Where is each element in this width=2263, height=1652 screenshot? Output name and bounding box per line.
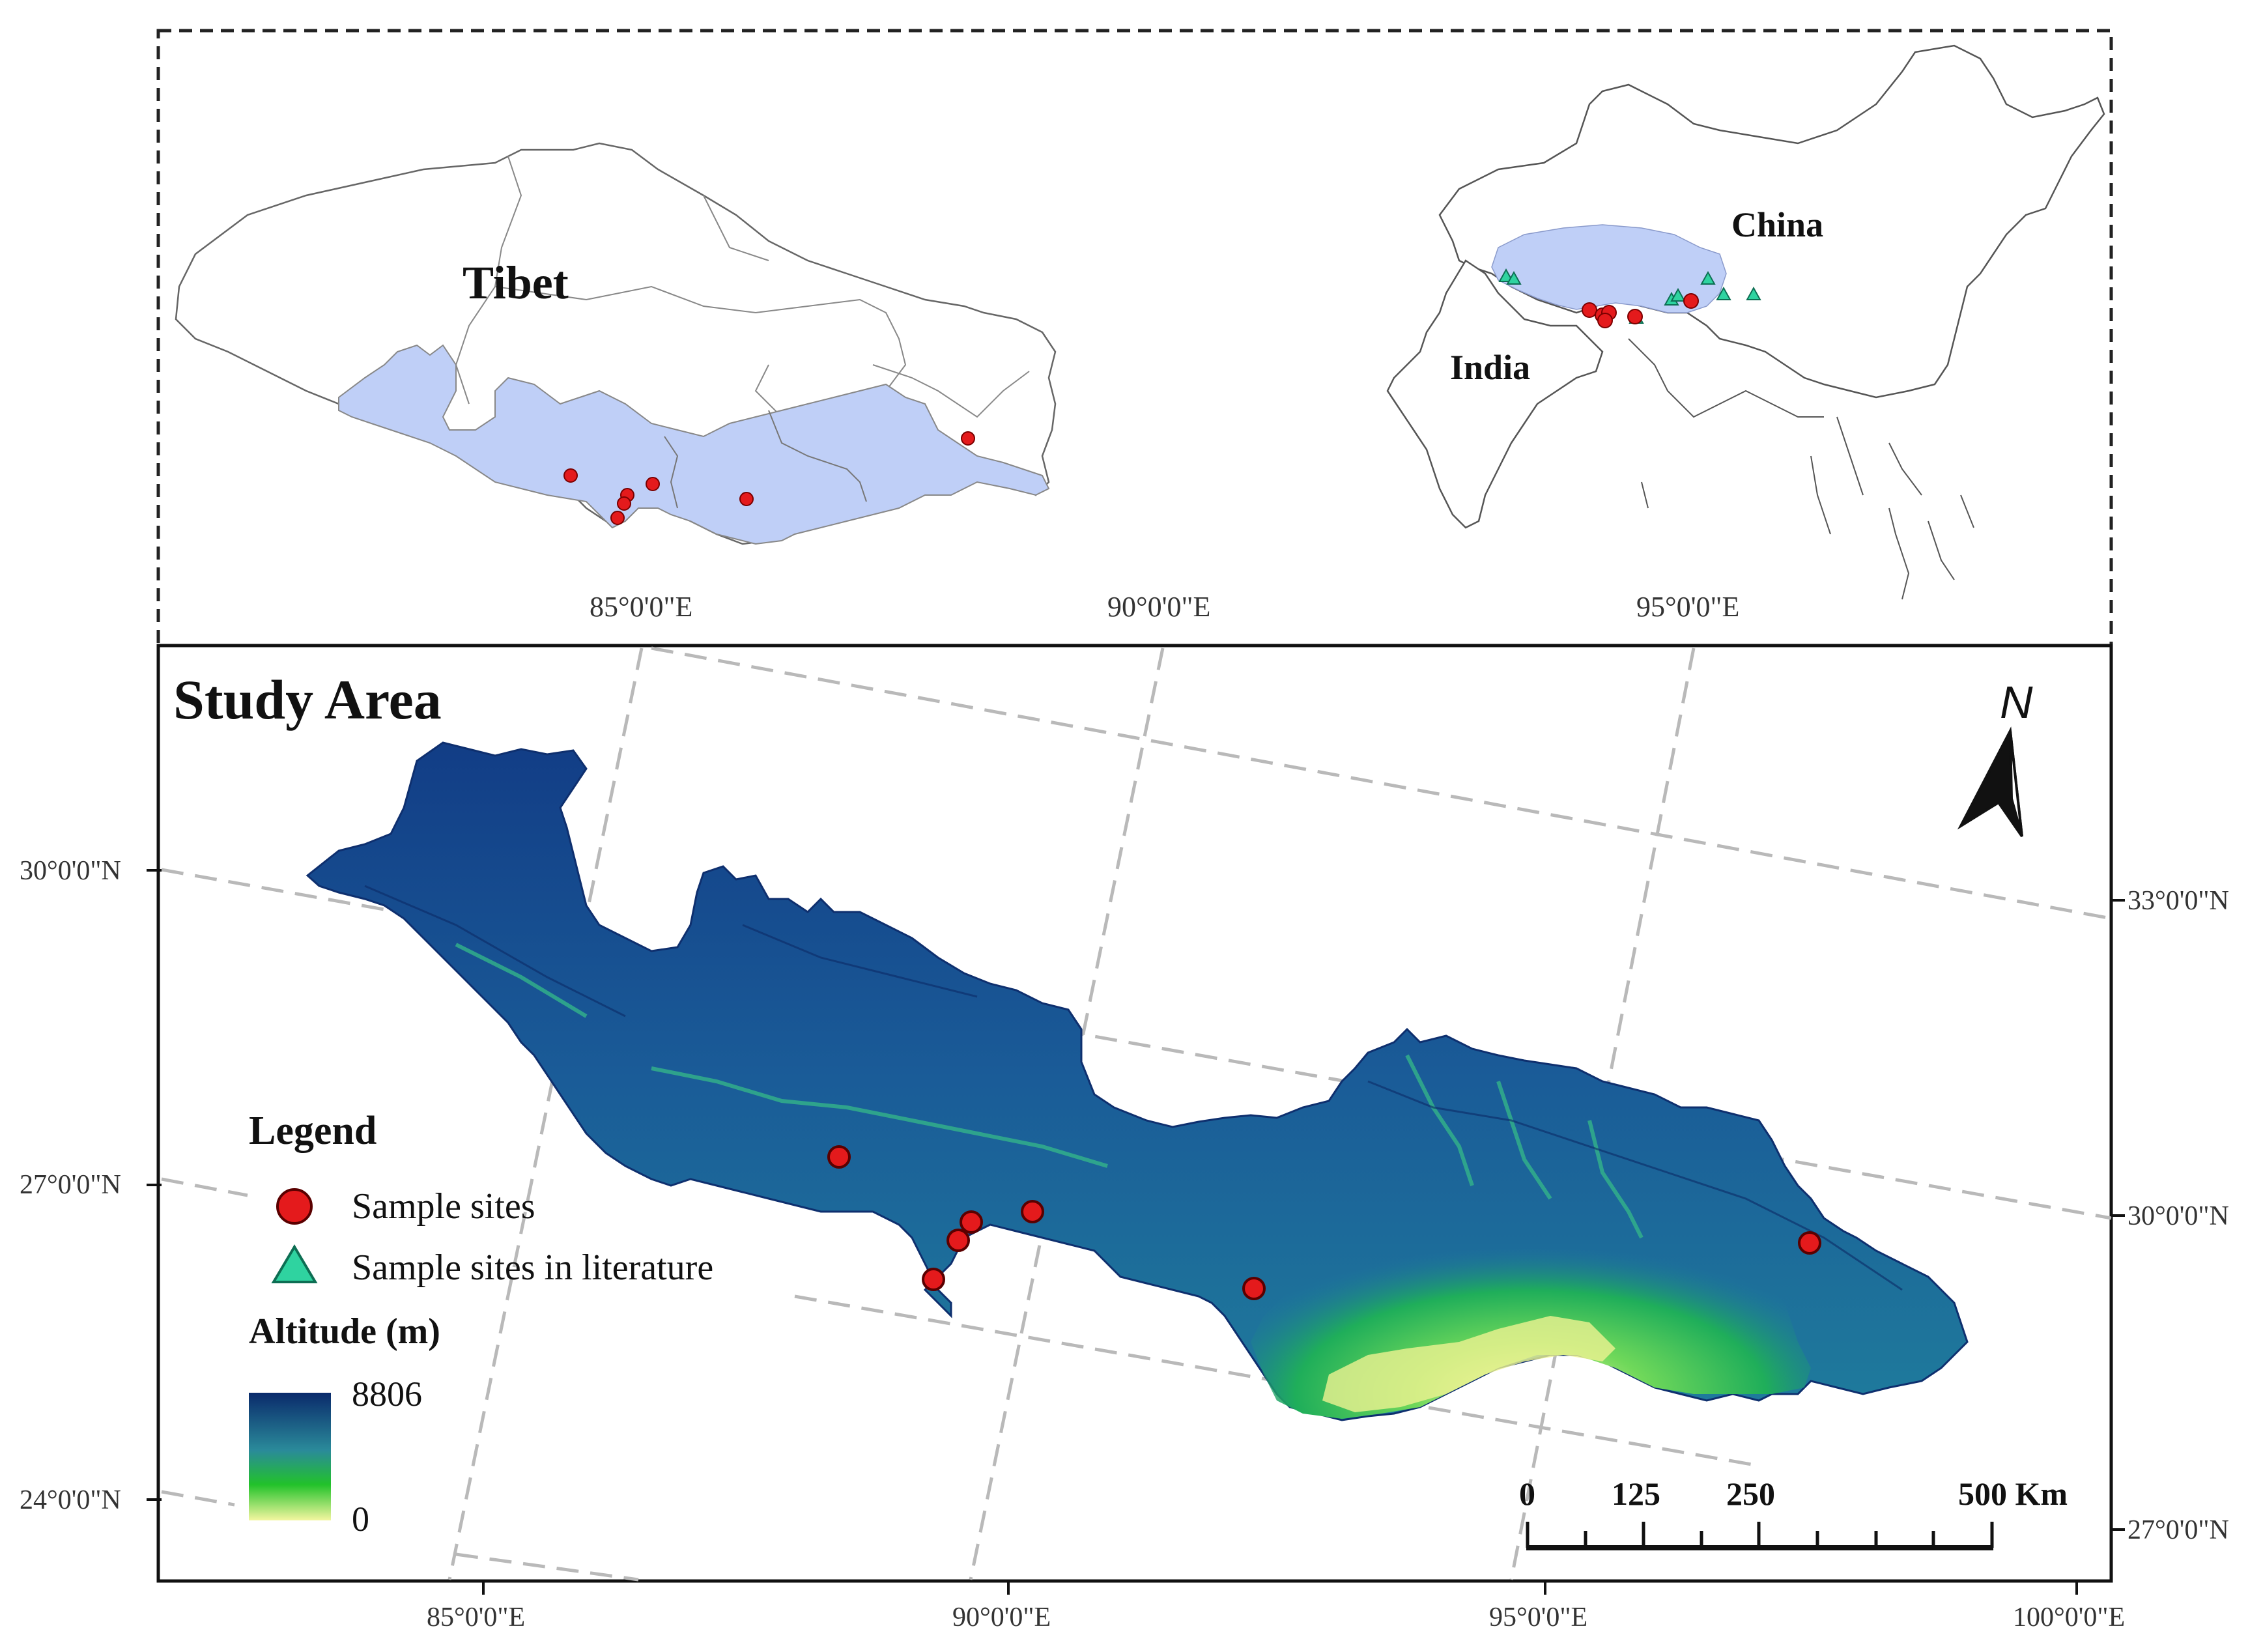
literature-site-marker [1506,270,1522,285]
lat-label-right: 33°0'0"N [2128,886,2229,916]
inset-lon-tick: 85°0'0"E [590,591,692,623]
lon-label-bottom: 95°0'0"E [1489,1602,1587,1632]
legend-item-literature-sites: Sample sites in literature [352,1247,713,1288]
scale-label: 0 [1519,1475,1535,1512]
inset-lon-tick: 95°0'0"E [1636,591,1739,623]
main-lon-bottom [482,1581,2078,1595]
china-label: China [1731,205,1823,244]
lat-label-left: 27°0'0"N [20,1170,121,1200]
sample-site-marker[interactable] [827,1145,851,1169]
china-inset-site [1597,313,1613,328]
literature-site-marker [1716,286,1731,300]
lat-label-left: 24°0'0"N [20,1485,121,1515]
legend-sample-site-icon [276,1188,313,1225]
literature-site-marker [1700,270,1716,285]
scale-bar-ticks [1526,1522,1994,1548]
graticule-line [651,646,2112,920]
legend: Legend Sample sites Sample sites in lite… [249,1109,713,1539]
graticule-line [455,1552,639,1582]
terrain-river-valley [455,943,1644,1239]
literature-site-marker [1498,268,1514,282]
china-outline-map: China India [1386,44,2105,600]
lon-label-bottom: 85°0'0"E [427,1602,525,1632]
tibet-inset-sample-sites [563,431,975,525]
lat-label-right: 27°0'0"N [2128,1515,2229,1545]
altitude-max-label: 8806 [352,1374,422,1414]
north-arrow-label: N [2000,677,2033,728]
tibet-inset-site [617,496,631,511]
scale-label: 125 [1612,1475,1660,1512]
scale-bar: 0 125 250 500 Km [1519,1475,2068,1550]
lat-label-left: 30°0'0"N [20,856,121,886]
sample-site-marker[interactable] [922,1268,945,1291]
tibet-study-region [338,344,1050,545]
sample-site-marker[interactable] [1242,1277,1266,1300]
main-sample-sites [827,1145,1821,1300]
china-inset-site [1627,309,1643,324]
india-label: India [1450,348,1530,387]
study-area-terrain [306,741,1969,1421]
graticule-line [161,1490,235,1507]
graticule-line [161,1177,248,1197]
scale-label: 250 [1726,1475,1775,1512]
graticule-line [161,868,2112,1220]
altitude-min-label: 0 [352,1500,369,1539]
sample-site-marker[interactable] [960,1210,983,1234]
india-boundary [1386,259,1604,529]
terrain-ridges [364,885,1903,1291]
lat-label-right: 30°0'0"N [2128,1201,2229,1231]
china-inset-site [1683,293,1699,309]
legend-title: Legend [249,1109,377,1153]
tibet-label: Tibet [463,257,569,309]
tibet-inset-site [961,431,975,446]
legend-literature-site-icon [271,1244,318,1283]
inset-lon-tick: 90°0'0"E [1107,591,1210,623]
tibet-inset-site [563,468,578,483]
china-inset-site [1582,302,1597,318]
sample-site-marker[interactable] [1798,1231,1821,1255]
main-lat-left [147,869,162,1501]
china-inset-literature-sites [1498,268,1761,324]
north-arrow-icon-right [2009,730,2023,837]
legend-altitude-title: Altitude (m) [249,1311,440,1352]
tibet-inset-site [610,511,625,525]
southeast-asia-coast [1628,338,1974,600]
literature-site-marker [1746,286,1761,300]
main-lat-right [2111,899,2125,1531]
terrain-lowland-core [1322,1316,1615,1412]
north-arrow: N [1957,677,2033,838]
lon-label-bottom: 100°0'0"E [2013,1602,2125,1632]
tibet-inset-site [739,492,754,506]
tibet-inset-site [646,477,660,491]
scale-label: 500 Km [1958,1475,2068,1512]
lon-label-bottom: 90°0'0"E [952,1602,1051,1632]
map-title: Study Area [173,668,442,731]
tibet-outline-map: Tibet [175,142,1057,545]
sample-site-marker[interactable] [1021,1200,1044,1223]
altitude-color-ramp [249,1393,331,1520]
china-study-region [1491,224,1727,313]
graticule-line [448,648,644,1580]
literature-site-marker [1670,287,1686,302]
tibet-internal-boundaries [455,156,1030,418]
china-inset-sample-sites [1582,293,1699,328]
sample-site-marker[interactable] [946,1229,970,1252]
legend-item-sample-sites: Sample sites [352,1186,535,1227]
tibet-study-internal [664,410,867,509]
